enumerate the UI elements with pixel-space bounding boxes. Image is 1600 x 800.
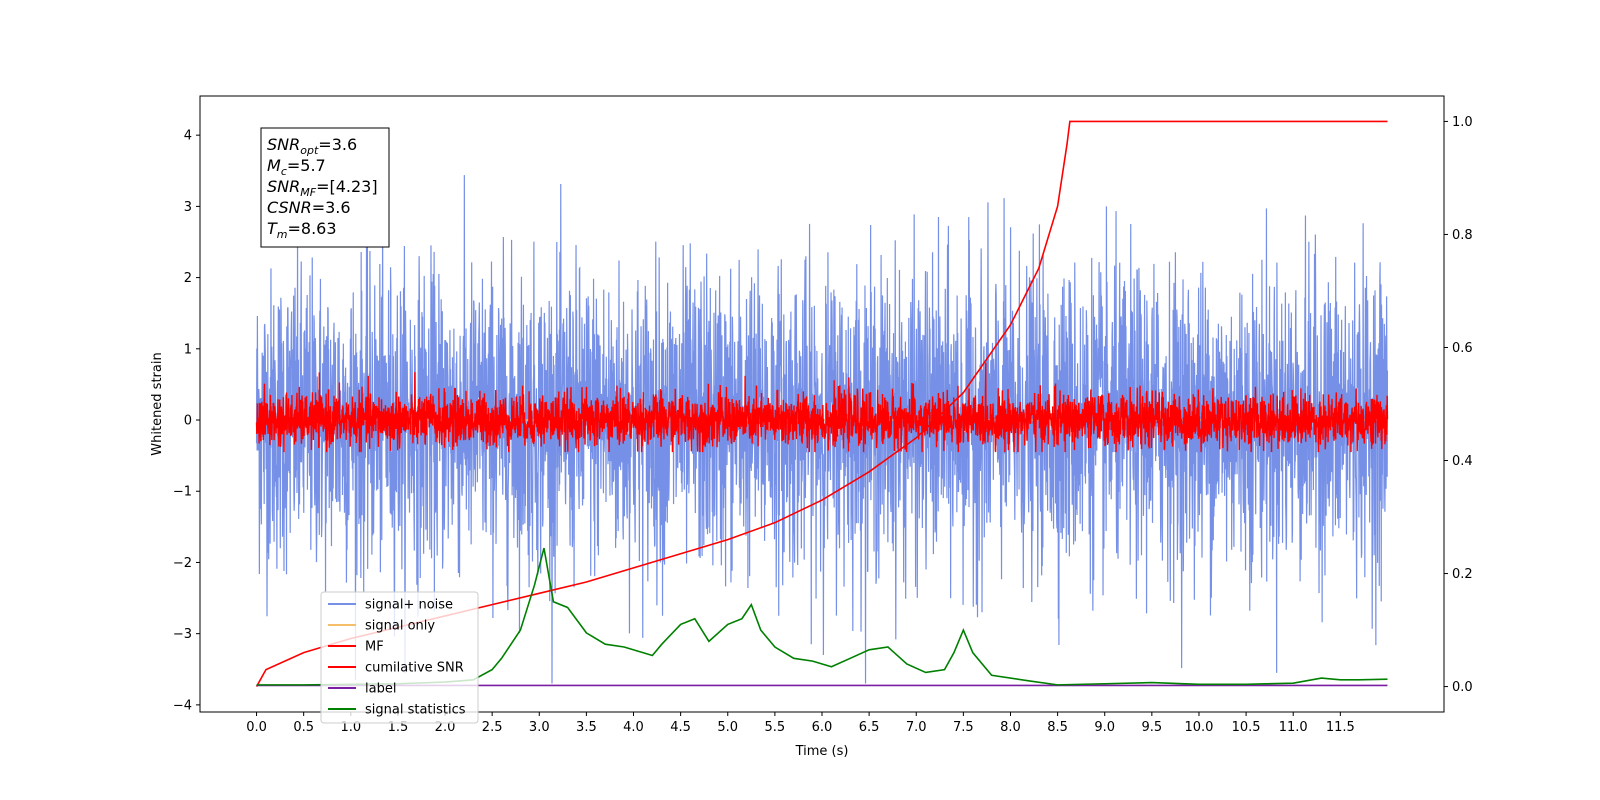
annotation-line: CSNR=3.6 <box>267 198 351 217</box>
y-left-tick-label: 3 <box>184 200 192 215</box>
y-left-tick-label: 1 <box>184 342 192 357</box>
legend-entry-label: signal+ noise <box>365 598 453 613</box>
annotation-line: SNRopt=3.6 <box>267 135 357 157</box>
y-right-tick-label: 1.0 <box>1452 115 1473 130</box>
y-right-tick-label: 0.0 <box>1452 680 1473 695</box>
x-tick-label: 1.5 <box>388 720 409 735</box>
y-right-tick-label: 0.8 <box>1452 228 1473 243</box>
y-left-tick-label: 2 <box>184 271 192 286</box>
x-tick-label: 4.0 <box>623 720 644 735</box>
annotation-line: Tm=8.63 <box>267 219 337 241</box>
x-tick-label: 9.0 <box>1094 720 1115 735</box>
x-tick-label: 0.5 <box>293 720 314 735</box>
x-tick-label: 11.0 <box>1279 720 1308 735</box>
x-tick-label: 6.5 <box>859 720 880 735</box>
annotation-box-frame <box>260 127 390 248</box>
x-tick-label: 11.5 <box>1326 720 1355 735</box>
y-right-tick-label: 0.4 <box>1452 454 1473 469</box>
x-axis: 0.0 0.5 1.0 1.5 2.0 2.5 3.0 3.5 4.0 4.5 5.0 5.5 6.0 6… <box>246 712 1355 735</box>
signal-statistics-line <box>256 547 1388 686</box>
y-left-tick-label: 4 <box>184 129 192 144</box>
x-tick-label: 10.5 <box>1232 720 1261 735</box>
x-tick-label: 9.5 <box>1142 720 1163 735</box>
y-left-tick-label: −4 <box>173 698 192 713</box>
legend-entry-label: MF <box>365 640 384 655</box>
y-right-tick-label: 0.6 <box>1452 341 1473 356</box>
y-left-tick-label: −1 <box>173 485 192 500</box>
y-left-tick-label: 0 <box>184 414 192 429</box>
y-left-tick-label: −2 <box>173 556 192 571</box>
x-tick-label: 5.0 <box>717 720 738 735</box>
x-tick-label: 8.5 <box>1047 720 1068 735</box>
y-right-tick-label: 0.2 <box>1452 567 1473 582</box>
x-tick-label: 1.0 <box>340 720 361 735</box>
x-axis-label: Time (s) <box>795 744 849 759</box>
x-tick-label: 2.5 <box>482 720 503 735</box>
x-tick-label: 5.5 <box>765 720 786 735</box>
x-tick-label: 4.5 <box>670 720 691 735</box>
legend-frame <box>320 591 479 724</box>
x-tick-label: 7.0 <box>906 720 927 735</box>
legend: signal+ noise signal only MF cumilative SNR… <box>320 591 479 724</box>
x-tick-label: 3.0 <box>529 720 550 735</box>
x-tick-label: 2.0 <box>435 720 456 735</box>
y-axis-label: Whitened strain <box>150 352 165 455</box>
x-tick-label: 0.0 <box>246 720 267 735</box>
x-tick-label: 3.5 <box>576 720 597 735</box>
annotation-line: Mc=5.7 <box>267 156 326 178</box>
legend-entry-label: label <box>365 682 396 697</box>
legend-entry-label: signal only <box>365 619 435 634</box>
y-axis-right: 1.0 0.8 0.6 0.4 0.2 0.0 <box>1444 115 1473 695</box>
y-left-tick-label: −3 <box>173 627 192 642</box>
mf-series <box>255 362 1389 453</box>
x-tick-label: 8.0 <box>1000 720 1021 735</box>
mf-line <box>255 362 1389 453</box>
legend-entry-label: cumilative SNR <box>365 661 464 676</box>
x-tick-label: 7.5 <box>953 720 974 735</box>
legend-entry-label: signal statistics <box>365 703 466 718</box>
y-axis-left: 4 3 2 1 0 −1 −2 −3 −4 <box>173 129 200 713</box>
x-tick-label: 6.0 <box>812 720 833 735</box>
x-tick-label: 10.0 <box>1184 720 1213 735</box>
annotation-line: SNRMF=[4.23] <box>267 177 378 199</box>
